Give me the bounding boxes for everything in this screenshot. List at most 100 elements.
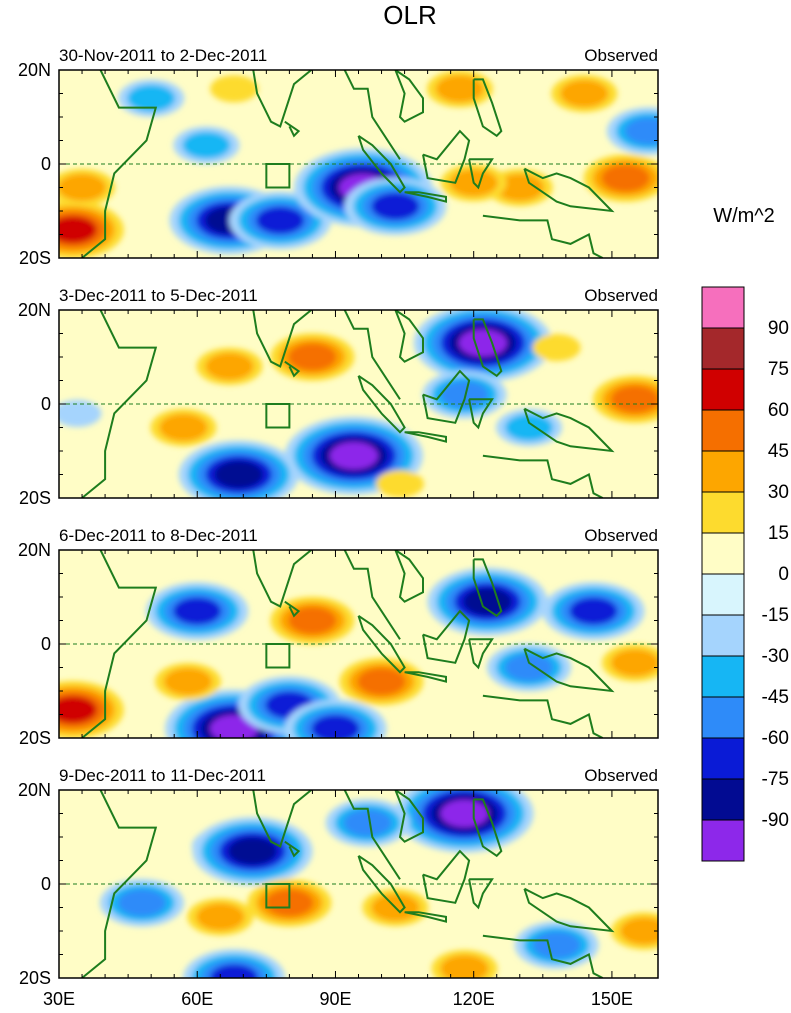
colorbar-swatch	[701, 327, 745, 370]
coastline-2	[183, 310, 401, 400]
olr-feature-3-level-2	[505, 413, 553, 442]
panel-period-label: 30-Nov-2011 to 2-Dec-2011	[59, 46, 267, 65]
olr-feature-4-level-6	[329, 442, 378, 470]
panel-observed-label: Observed	[584, 766, 658, 785]
coastline-3	[284, 360, 301, 378]
olr-feature-5-level-2	[127, 84, 176, 112]
olr-feature-9-level-3	[357, 668, 406, 696]
coastline-6	[422, 369, 471, 424]
coastlines	[81, 70, 615, 258]
colorbar-swatch	[701, 450, 745, 493]
olr-feature-2-level-3	[440, 381, 489, 409]
colorbar-label: -45	[762, 687, 789, 708]
colorbar-swatch	[701, 696, 745, 739]
olr-feature-11-level-4	[59, 696, 97, 724]
coastline-11	[394, 310, 424, 363]
olr-feature-12-level-1	[376, 470, 424, 498]
panel-period-label: 3-Dec-2011 to 5-Dec-2011	[59, 286, 258, 305]
colorbar-label: 45	[768, 441, 789, 462]
olr-feature-7-level-4	[311, 715, 360, 738]
colorbar-label: -90	[762, 810, 789, 831]
colorbar-swatch	[701, 655, 745, 698]
map-panel-1: 30-Nov-2011 to 2-Dec-2011 Observed 20N 0 20S	[18, 46, 659, 268]
coastline-5	[404, 431, 447, 443]
coastline-4	[357, 374, 406, 434]
coastline-7	[468, 878, 494, 910]
colorbar-swatch	[701, 368, 745, 411]
colorbar-swatch	[701, 573, 745, 616]
coastline-9	[523, 887, 615, 933]
colorbar-swatch	[701, 778, 745, 821]
colorbar-label: 30	[768, 482, 789, 503]
coastline-6	[422, 849, 471, 904]
coastline-4	[357, 134, 406, 194]
olr-feature-6-level-3	[532, 931, 581, 959]
olr-feature-6-level-2	[182, 131, 231, 159]
colorbar-label: -15	[762, 605, 789, 626]
coastline-1	[81, 550, 158, 738]
colorbar-label: 15	[768, 523, 789, 544]
coastline-2	[183, 550, 401, 640]
olr-feature-10-level-3	[601, 164, 650, 192]
olr-feature-1-level-6	[458, 329, 507, 357]
olr-feature-14-level-2	[435, 75, 484, 103]
coastline-8	[472, 318, 503, 378]
coastline-1	[81, 70, 158, 258]
colorbar-swatch	[701, 286, 745, 329]
olr-feature-5-level-6	[210, 715, 259, 738]
coastline-8	[472, 558, 503, 618]
colorbar-label: 75	[768, 359, 789, 380]
target-box	[265, 163, 291, 189]
x-tick-label: 30E	[43, 989, 75, 1009]
colorbar-swatch	[701, 491, 745, 534]
colorbar-units: W/m^2	[713, 205, 775, 227]
olr-contours	[59, 567, 658, 738]
olr-feature-5-level-5	[214, 460, 263, 489]
colorbar-label: 60	[768, 400, 789, 421]
olr-feature-3-level-3	[505, 653, 553, 682]
coastline-8	[472, 78, 503, 138]
olr-feature-12-level-2	[59, 173, 106, 202]
coastline-9	[523, 647, 615, 693]
colorbar-swatch	[701, 614, 745, 657]
colorbar: 90 75 60 45 30 15 0 -15 -30 -45 -60 -75 -90	[701, 286, 789, 862]
y-tick-label: 20N	[18, 60, 51, 80]
olr-contours	[99, 790, 658, 978]
colorbar-label: -75	[762, 769, 789, 790]
olr-feature-4-level-4	[371, 192, 420, 220]
y-tick-label: 20S	[19, 968, 51, 988]
colorbar-label: -30	[762, 646, 789, 667]
y-tick-label: 20N	[18, 780, 51, 800]
target-box	[265, 643, 291, 669]
olr-feature-9-level-3	[611, 385, 658, 413]
x-tick-label: 150E	[591, 989, 633, 1009]
coastline-2	[183, 70, 401, 160]
coastline-4	[357, 854, 406, 914]
olr-feature-12-level-4	[210, 964, 259, 978]
coastline-10	[482, 214, 604, 258]
coastline-1	[81, 790, 158, 978]
panel-observed-label: Observed	[584, 286, 658, 305]
colorbar-swatch	[701, 737, 745, 780]
x-tick-label: 90E	[319, 989, 351, 1009]
olr-feature-2-level-4	[569, 597, 618, 625]
y-tick-label: 0	[41, 634, 51, 654]
olr-feature-4-level-4	[173, 597, 222, 625]
coastline-1	[81, 310, 158, 498]
coastline-7	[468, 158, 494, 190]
coastline-5	[404, 191, 447, 203]
coastline-10	[482, 454, 604, 498]
panel-period-label: 6-Dec-2011 to 8-Dec-2011	[59, 526, 258, 545]
olr-feature-8-level-1	[532, 334, 581, 362]
olr-feature-7-level-3	[624, 117, 658, 145]
coastlines	[81, 310, 615, 498]
y-tick-label: 0	[41, 394, 51, 414]
map-panel-4: 9-Dec-2011 to 11-Dec-2011 Observed 20N 0 20S	[18, 766, 659, 988]
coastline-5	[404, 671, 447, 683]
colorbar-label: -60	[762, 728, 789, 749]
olr-field	[59, 70, 658, 258]
olr-feature-6-level-3	[288, 343, 337, 371]
olr-feature-2-level-4	[256, 206, 305, 234]
olr-field	[59, 310, 658, 498]
coastline-5	[404, 911, 447, 923]
